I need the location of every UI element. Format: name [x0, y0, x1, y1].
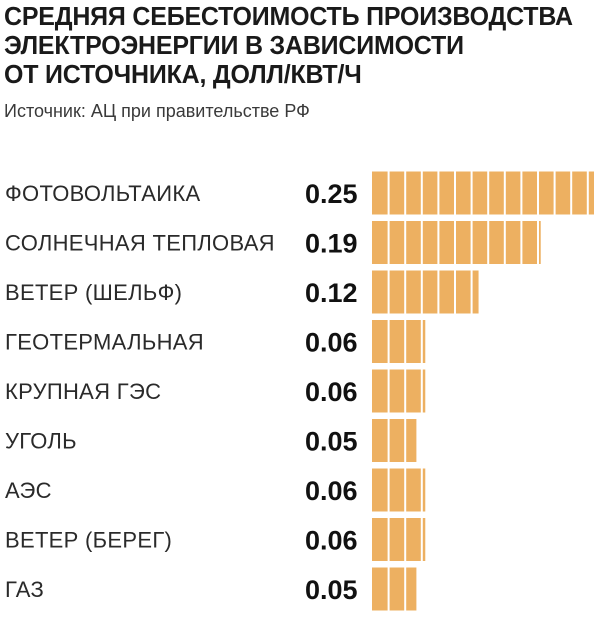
title-line-1: СРЕДНЯЯ СЕБЕСТОИМОСТЬ ПРОИЗВОДСТВА — [4, 1, 573, 31]
category-label-row-9: ГАЗ — [5, 577, 44, 602]
bar-row-9 — [372, 567, 417, 611]
title-line-2: ЭЛЕКТРОЭНЕРГИИ В ЗАВИСИМОСТИ — [4, 30, 464, 60]
bar-row-3 — [372, 270, 479, 314]
bar-row-2 — [372, 221, 541, 264]
category-label-row-6: УГОЛЬ — [5, 429, 77, 454]
chart-title: СРЕДНЯЯ СЕБЕСТОИМОСТЬ ПРОИЗВОДСТВА ЭЛЕКТ… — [4, 1, 573, 89]
value-label-row-3: 0.12 — [305, 278, 358, 308]
category-label-row-3: ВЕТЕР (ШЕЛЬФ) — [5, 280, 182, 305]
value-label-row-7: 0.06 — [305, 476, 358, 506]
source-note: Источник: АЦ при правительстве РФ — [4, 101, 310, 121]
bar-row-4 — [372, 320, 426, 363]
value-label-row-6: 0.05 — [305, 427, 358, 457]
category-label-row-8: ВЕТЕР (БЕРЕГ) — [5, 528, 172, 553]
value-label-row-8: 0.06 — [305, 526, 358, 556]
bar-row-7 — [372, 468, 426, 512]
bar-row-5 — [372, 369, 426, 413]
bar-row-6 — [372, 419, 417, 462]
value-label-row-4: 0.06 — [305, 328, 358, 358]
bar-row-8 — [372, 518, 426, 561]
category-label-row-2: СОЛНЕЧНАЯ ТЕПЛОВАЯ — [5, 231, 275, 256]
category-label-row-7: АЭС — [5, 478, 52, 503]
category-label-row-1: ФОТОВОЛЬТАИКА — [5, 181, 200, 206]
title-line-3: ОТ ИСТОЧНИКА, ДОЛЛ/КВТ/Ч — [4, 59, 362, 89]
category-label-row-4: ГЕОТЕРМАЛЬНАЯ — [5, 330, 204, 355]
value-label-row-2: 0.19 — [305, 229, 358, 259]
category-label-row-5: КРУПНАЯ ГЭС — [5, 379, 161, 404]
value-label-row-5: 0.06 — [305, 377, 358, 407]
value-label-row-1: 0.25 — [305, 179, 358, 209]
bar-row-1 — [372, 171, 594, 215]
value-label-row-9: 0.05 — [305, 575, 358, 605]
